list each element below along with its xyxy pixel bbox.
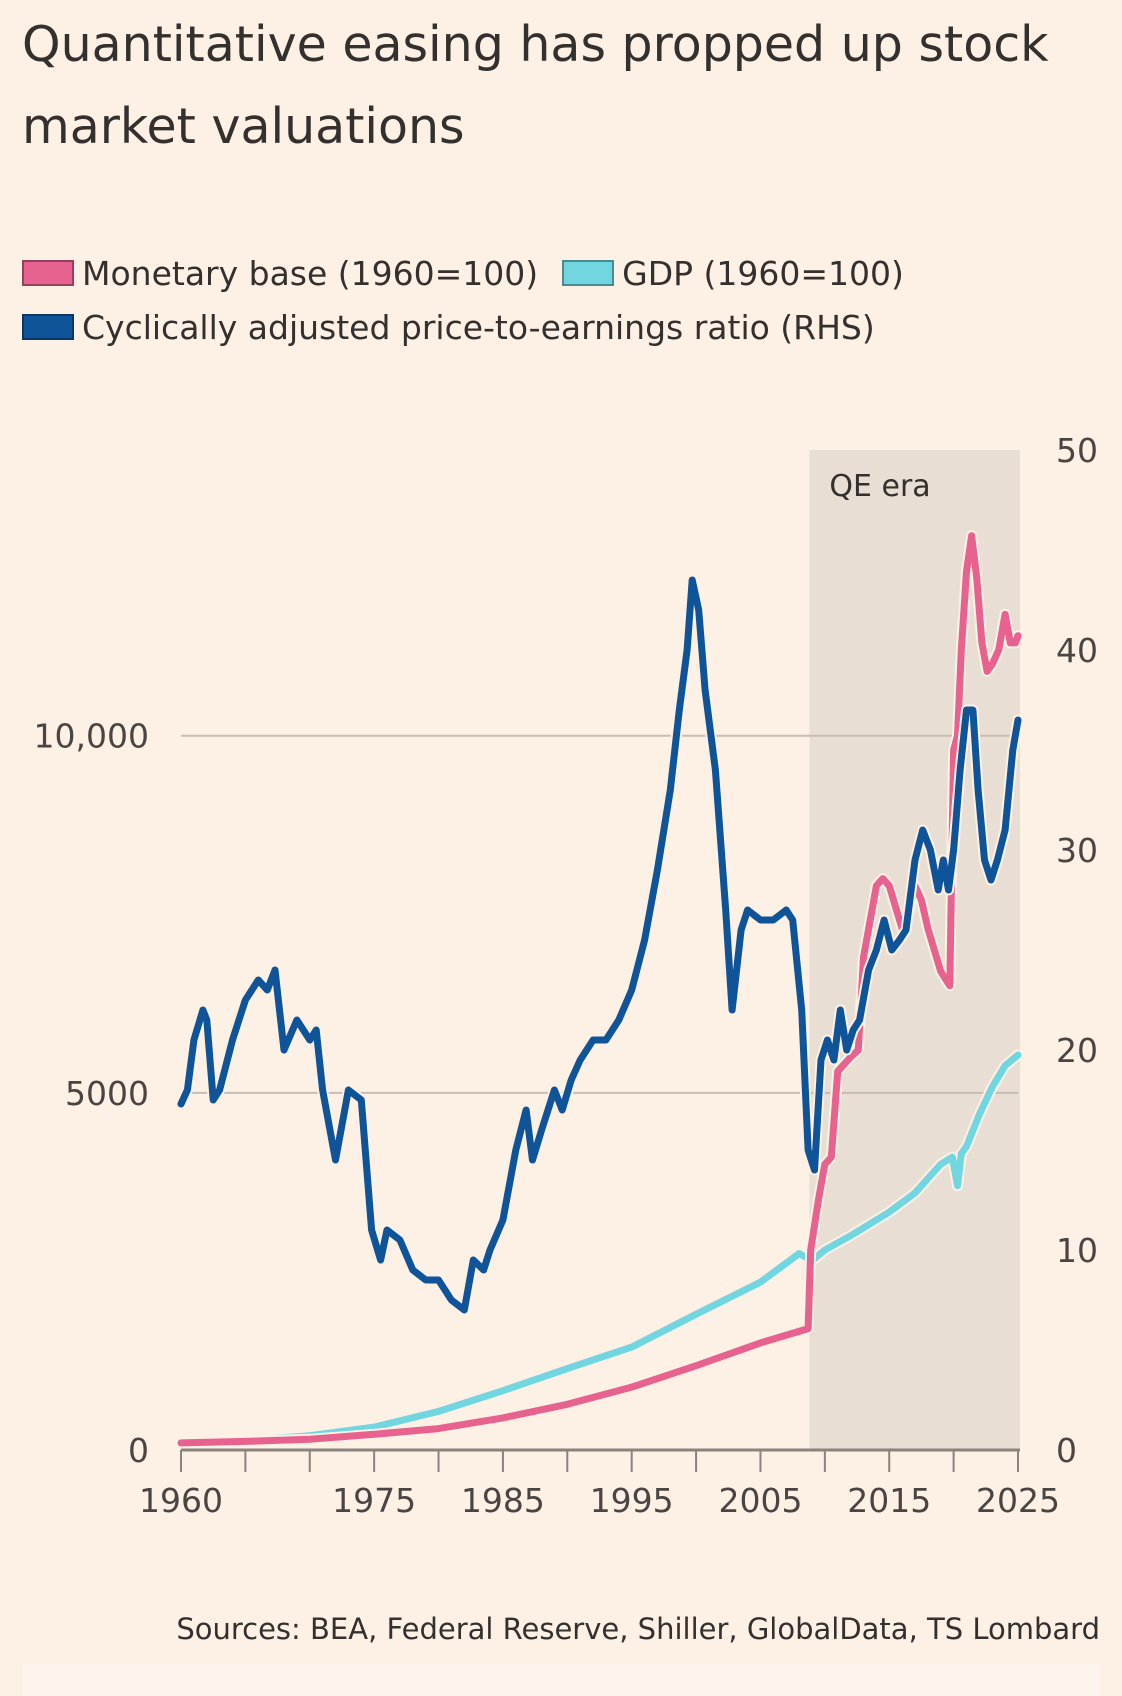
x-tick-label: 2015 [847, 1481, 931, 1520]
x-tick-label: 1985 [461, 1481, 545, 1520]
legend: Monetary base (1960=100) GDP (1960=100) … [22, 246, 928, 354]
y-right-tick-label: 30 [1056, 831, 1098, 870]
y-right-tick-label: 40 [1056, 631, 1098, 670]
y-right-tick-label: 10 [1056, 1231, 1098, 1270]
x-tick-label: 2005 [718, 1481, 802, 1520]
chart-title: Quantitative easing has propped up stock… [22, 16, 1049, 155]
legend-label: Cyclically adjusted price-to-earnings ra… [82, 307, 875, 347]
legend-item-cape: Cyclically adjusted price-to-earnings ra… [22, 308, 875, 347]
y-right-tick-label: 50 [1056, 431, 1098, 470]
series-line-gdp-1960-100- [177, 1051, 1022, 1447]
source-note: Sources: BEA, Federal Reserve, Shiller, … [176, 1612, 1100, 1646]
qe-era-label: QE era [829, 469, 930, 504]
x-tick-label: 1995 [590, 1481, 674, 1520]
legend-swatch-monetary-base [22, 260, 74, 286]
legend-swatch-cape [22, 314, 74, 340]
y-left-tick-label: 5000 [65, 1074, 149, 1113]
legend-label: Monetary base (1960=100) [82, 253, 539, 293]
y-left-tick-label: 0 [128, 1431, 149, 1470]
qe-era-shade [809, 450, 1020, 1450]
x-tick-label: 2025 [976, 1481, 1060, 1520]
y-right-tick-label: 0 [1056, 1431, 1077, 1470]
x-tick-label: 1975 [332, 1481, 416, 1520]
footer-band [22, 1664, 1100, 1696]
series-line-cyclically-adjusted-price-to-earnings-ratio-rhs- [177, 576, 1022, 1314]
series-line-monetary-base-1960-100- [177, 532, 1022, 1447]
x-tick-label: 1960 [139, 1481, 223, 1520]
y-left-tick-label: 10,000 [34, 717, 149, 756]
legend-swatch-gdp [562, 260, 615, 286]
legend-item-monetary-base: Monetary base (1960=100) [22, 254, 538, 293]
legend-item-gdp: GDP (1960=100) [562, 254, 904, 293]
legend-label: GDP (1960=100) [622, 253, 904, 293]
y-right-tick-label: 20 [1056, 1031, 1098, 1070]
